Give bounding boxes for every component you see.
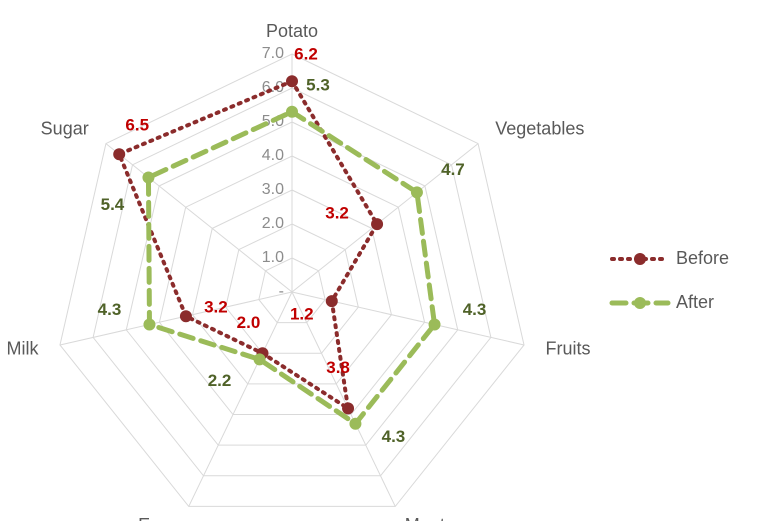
- value-label: 1.2: [290, 305, 314, 324]
- marker: [179, 310, 192, 323]
- grid-ring: [158, 155, 426, 416]
- value-label: 6.5: [125, 116, 149, 135]
- marker: [342, 402, 355, 415]
- axis-spoke: [291, 143, 479, 293]
- legend-label: Before: [676, 248, 729, 268]
- value-label: 3.2: [204, 298, 228, 317]
- r-tick-label: -: [279, 283, 284, 300]
- r-tick-label: 4.0: [262, 147, 284, 164]
- marker: [253, 353, 266, 366]
- value-label: 6.2: [294, 45, 318, 64]
- marker: [325, 295, 338, 308]
- category-label: Fruits: [545, 339, 590, 359]
- axis-spoke: [291, 291, 396, 507]
- grid-ring: [59, 53, 525, 507]
- marker: [410, 186, 423, 199]
- value-label: 2.2: [208, 371, 232, 390]
- value-label: 2.0: [237, 313, 261, 332]
- marker: [286, 75, 298, 88]
- marker: [428, 318, 441, 331]
- category-label: Meat: [405, 515, 445, 521]
- marker: [142, 171, 155, 184]
- category-label: Vegetables: [495, 119, 584, 139]
- marker: [113, 148, 126, 161]
- value-label: 5.3: [306, 75, 330, 94]
- value-label: 4.3: [98, 300, 122, 319]
- category-label: Milk: [7, 339, 40, 359]
- grid-ring: [258, 257, 326, 324]
- marker: [371, 218, 384, 231]
- legend-marker: [634, 297, 646, 309]
- category-label: Potato: [266, 21, 318, 41]
- series-line: [145, 108, 438, 428]
- marker: [286, 105, 298, 118]
- r-tick-label: 2.0: [262, 215, 284, 232]
- grid-ring: [225, 223, 359, 354]
- value-label: 3.2: [325, 204, 349, 223]
- r-tick-label: 7.0: [262, 45, 284, 62]
- marker: [349, 417, 362, 430]
- legend-marker: [634, 253, 646, 265]
- value-label: 3.8: [326, 358, 350, 377]
- axis-spoke: [59, 291, 293, 346]
- value-label: 4.3: [463, 300, 487, 319]
- r-tick-label: 1.0: [262, 249, 284, 266]
- marker: [143, 318, 156, 331]
- grid-ring: [125, 121, 459, 446]
- r-tick-label: 6.0: [262, 79, 284, 96]
- axis-spoke: [105, 143, 293, 293]
- value-label: 4.3: [382, 427, 406, 446]
- value-label: 4.7: [441, 160, 465, 179]
- r-tick-label: 3.0: [262, 181, 284, 198]
- axis-spoke: [188, 291, 293, 507]
- legend-label: After: [676, 292, 714, 312]
- series-line: [116, 78, 380, 413]
- category-label: Eggs: [138, 515, 179, 521]
- grid-ring: [92, 87, 492, 477]
- category-label: Sugar: [41, 119, 89, 139]
- value-label: 5.4: [101, 195, 125, 214]
